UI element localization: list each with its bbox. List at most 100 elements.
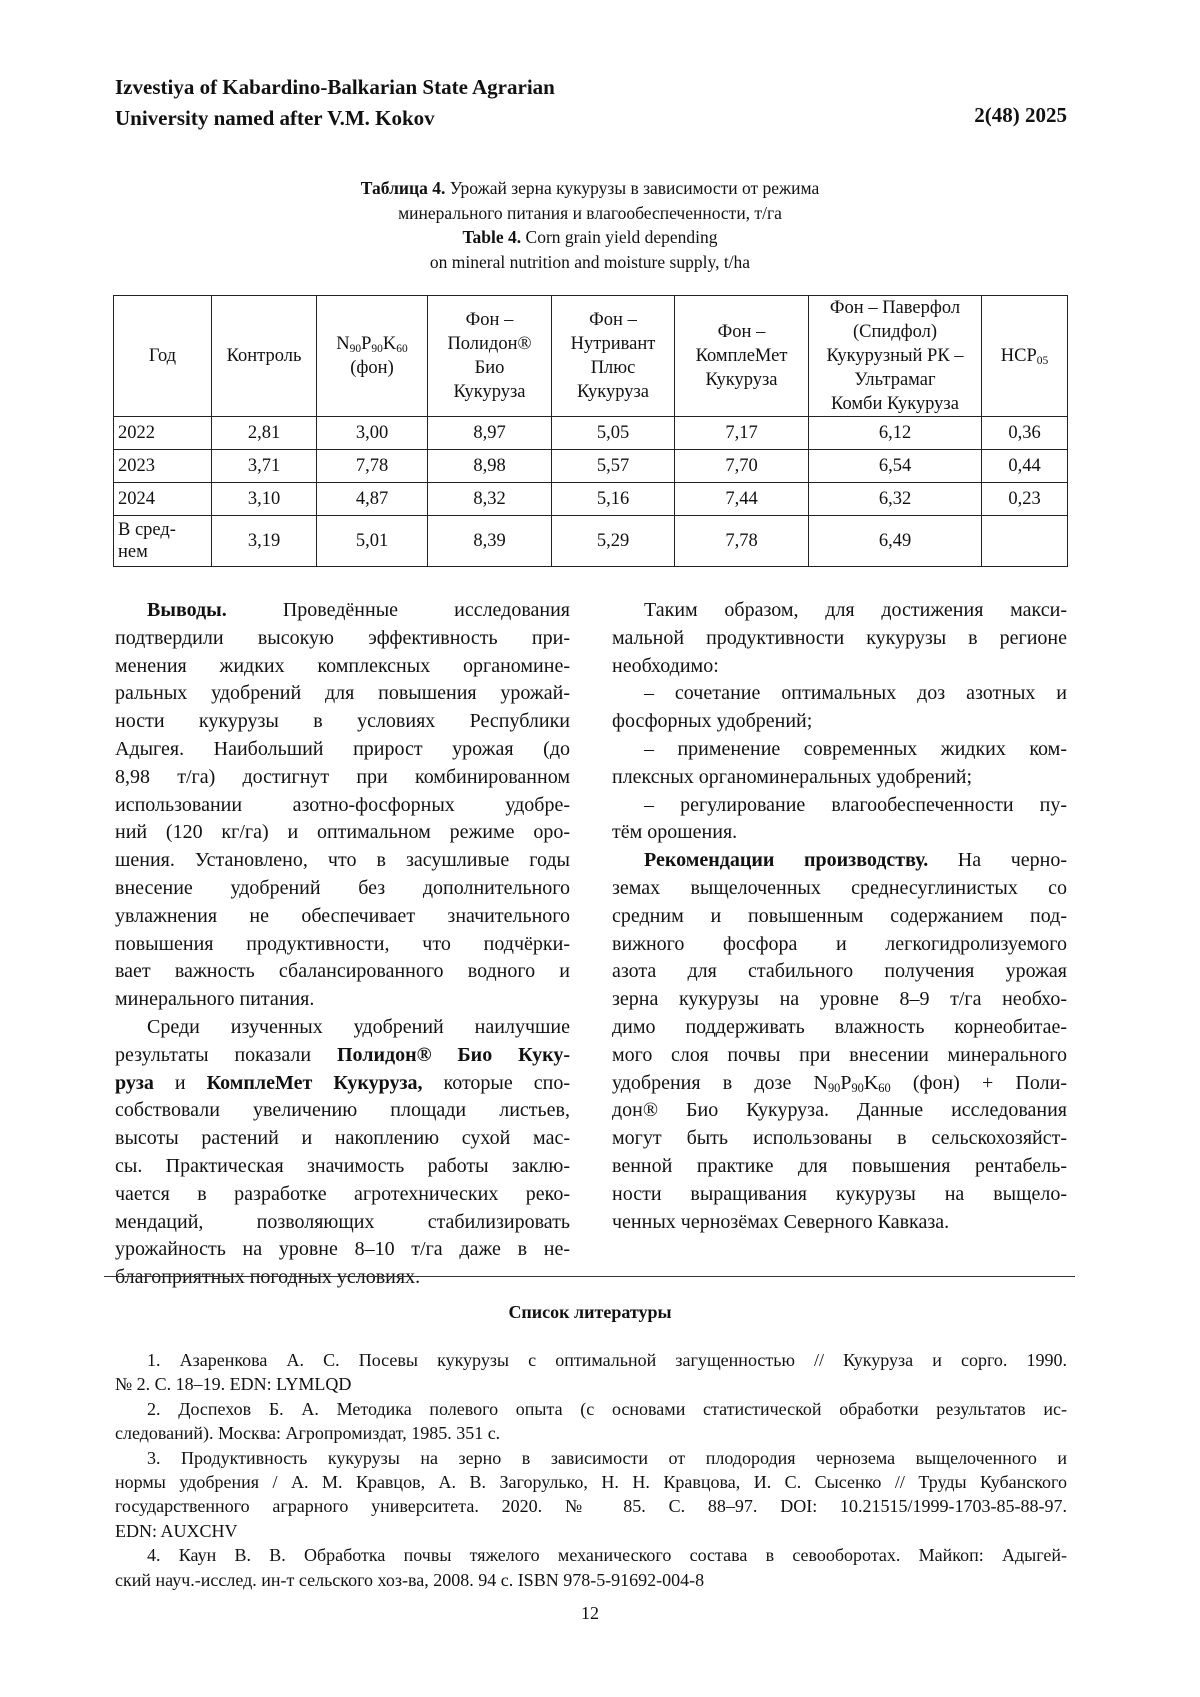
paragraph: – сочетание оптимальных доз азотных ифос… <box>612 680 1067 736</box>
text-segment: № 2. С. 18–19. EDN: LYMLQD <box>115 1374 351 1394</box>
text-segment: дон® Био Кукуруза. Данные исследования <box>612 1099 1067 1121</box>
column-header: Фон – Паверфол (Спидфол) Кукурузный РК –… <box>809 296 982 417</box>
value-cell: 6,54 <box>809 450 982 483</box>
text-line: – применение современных жидких ком- <box>612 736 1067 764</box>
value-cell: 0,23 <box>982 483 1068 516</box>
text-line: могут быть использованы в сельскохозяйст… <box>612 1125 1067 1153</box>
text-segment: P <box>361 334 371 354</box>
table-row: 20233,717,788,985,577,706,540,44 <box>114 450 1068 483</box>
text-segment: тём орошения. <box>612 821 737 843</box>
subscript: 90 <box>828 1081 840 1095</box>
text-line: руза и КомплеМет Кукуруза, которые спо- <box>115 1070 570 1098</box>
value-cell: 6,32 <box>809 483 982 516</box>
text-line: подтвердили высокую эффективность при- <box>115 625 570 653</box>
text-line: фосфорных удобрений; <box>612 708 1067 736</box>
paragraph: Среди изученных удобрений наилучшиерезул… <box>115 1014 570 1292</box>
text-segment: ности кукурузы в условиях Республики <box>115 710 570 732</box>
text-segment: внесение удобрений без дополнительного <box>115 877 570 899</box>
text-segment: Контроль <box>227 346 302 366</box>
value-cell: 7,78 <box>675 516 809 567</box>
text-segment: земах выщелоченных среднесуглинистых со <box>612 877 1067 899</box>
value-cell: 7,17 <box>675 417 809 450</box>
year-cell: 2024 <box>114 483 212 516</box>
text-line: ральных удобрений для повышения урожай- <box>115 680 570 708</box>
text-segment: Фон – КомплеМет Кукуруза <box>696 322 788 390</box>
text-segment: Фон – Полидон® Био Кукуруза <box>447 310 531 402</box>
text-segment: Год <box>149 346 176 366</box>
text-segment: Выводы. <box>147 599 227 621</box>
text-segment: (фон) <box>350 358 393 378</box>
text-segment: 2. Доспехов Б. А. Методика полевого опыт… <box>147 1399 1067 1419</box>
text-segment: мого слоя почвы при внесении минеральног… <box>612 1044 1067 1066</box>
text-segment: благоприятных погодных условиях. <box>115 1266 420 1288</box>
year-cell: В сред- нем <box>114 516 212 567</box>
text-line: государственного аграрного университета.… <box>115 1494 1067 1518</box>
text-segment: EDN: AUXCHV <box>115 1521 238 1541</box>
text-segment: собствовали увеличению площади листьев, <box>115 1099 570 1121</box>
text-segment: on mineral nutrition and moisture supply… <box>430 252 750 272</box>
text-segment: зерна кукурузы на уровне 8–9 т/га необхо… <box>612 988 1067 1010</box>
text-line: результаты показали Полидон® Био Куку- <box>115 1042 570 1070</box>
table-caption: Таблица 4. Урожай зерна кукурузы в завис… <box>0 176 1180 274</box>
text-line: плексных органоминеральных удобрений; <box>612 764 1067 792</box>
recommendations-column: Таким образом, для достижения макси-маль… <box>612 597 1067 1236</box>
text-line: удобрения в дозе N90P90K60 (фон) + Поли- <box>612 1070 1067 1098</box>
text-line: чается в разработке агротехнических реко… <box>115 1181 570 1209</box>
value-cell: 8,98 <box>428 450 552 483</box>
value-cell: 8,39 <box>428 516 552 567</box>
subscript: 90 <box>371 343 382 355</box>
text-segment: сы. Практическая значимость работы заклю… <box>115 1155 570 1177</box>
table-header-row: ГодКонтрольN90P90K60 (фон)Фон – Полидон®… <box>114 296 1068 417</box>
text-segment: шения. Установлено, что в засушливые год… <box>115 849 570 871</box>
column-header: Год <box>114 296 212 417</box>
value-cell: 3,19 <box>212 516 317 567</box>
conclusions-column: Выводы. Проведённые исследованияподтверд… <box>115 597 570 1292</box>
text-segment: На черно- <box>928 849 1067 871</box>
text-line: Рекомендации производству. На черно- <box>612 847 1067 875</box>
text-line: высоты растений и накоплению сухой мас- <box>115 1125 570 1153</box>
text-segment: могут быть использованы в сельскохозяйст… <box>612 1127 1067 1149</box>
value-cell: 0,36 <box>982 417 1068 450</box>
year-cell: 2023 <box>114 450 212 483</box>
value-cell: 3,10 <box>212 483 317 516</box>
text-line: 1. Азаренкова А. С. Посевы кукурузы с оп… <box>115 1348 1067 1372</box>
text-segment: вает важность сбалансированного водного … <box>115 960 570 982</box>
journal-title-line2: University named after V.M. Kokov <box>115 103 435 133</box>
text-segment: Полидон® Био Куку- <box>337 1044 570 1066</box>
text-segment: урожайность на уровне 8–10 т/га даже в н… <box>115 1238 570 1260</box>
text-line: Среди изученных удобрений наилучшие <box>115 1014 570 1042</box>
text-segment: использовании азотно-фосфорных удобре- <box>115 794 570 816</box>
text-line: ченных чернозёмах Северного Кавказа. <box>612 1209 1067 1237</box>
text-segment: плексных органоминеральных удобрений; <box>612 766 972 788</box>
text-segment: Урожай зерна кукурузы в зависимости от р… <box>445 178 819 198</box>
paragraph: 2. Доспехов Б. А. Методика полевого опыт… <box>115 1397 1067 1446</box>
value-cell: 5,57 <box>552 450 675 483</box>
text-segment: высоты растений и накоплению сухой мас- <box>115 1127 570 1149</box>
value-cell <box>982 516 1068 567</box>
table-row: 20222,813,008,975,057,176,120,36 <box>114 417 1068 450</box>
text-line: Адыгея. Наибольший прирост урожая (до <box>115 736 570 764</box>
table-row: 20243,104,878,325,167,446,320,23 <box>114 483 1068 516</box>
text-segment: чается в разработке агротехнических реко… <box>115 1183 570 1205</box>
text-line: 8,98 т/га) достигнут при комбинированном <box>115 764 570 792</box>
text-segment: нормы удобрения / А. М. Кравцов, А. В. З… <box>115 1472 1067 1492</box>
text-segment: Фон – Паверфол (Спидфол) Кукурузный РК –… <box>826 298 963 414</box>
text-line: шения. Установлено, что в засушливые год… <box>115 847 570 875</box>
text-line: № 2. С. 18–19. EDN: LYMLQD <box>115 1372 1067 1396</box>
text-segment: государственного аграрного университета.… <box>115 1496 1067 1516</box>
paragraph: 4. Каун В. В. Обработка почвы тяжелого м… <box>115 1543 1067 1592</box>
text-line: благоприятных погодных условиях. <box>115 1264 570 1292</box>
text-line: EDN: AUXCHV <box>115 1519 1067 1543</box>
column-header: Контроль <box>212 296 317 417</box>
caption-line: минерального питания и влагообеспеченнос… <box>0 201 1180 226</box>
text-line: вижного фосфора и легкогидролизуемого <box>612 931 1067 959</box>
text-segment: руза <box>115 1072 154 1094</box>
text-segment: ний (120 кг/га) и оптимальном режиме оро… <box>115 821 570 843</box>
value-cell: 5,01 <box>317 516 428 567</box>
text-segment: Таким образом, для достижения макси- <box>644 599 1067 621</box>
paragraph: 3. Продуктивность кукурузы на зерно в за… <box>115 1446 1067 1544</box>
caption-line: Таблица 4. Урожай зерна кукурузы в завис… <box>0 176 1180 201</box>
paragraph: – регулирование влагообеспеченности пу-т… <box>612 792 1067 848</box>
text-segment: удобрения в дозе N <box>612 1072 828 1094</box>
text-segment: Адыгея. Наибольший прирост урожая (до <box>115 738 570 760</box>
